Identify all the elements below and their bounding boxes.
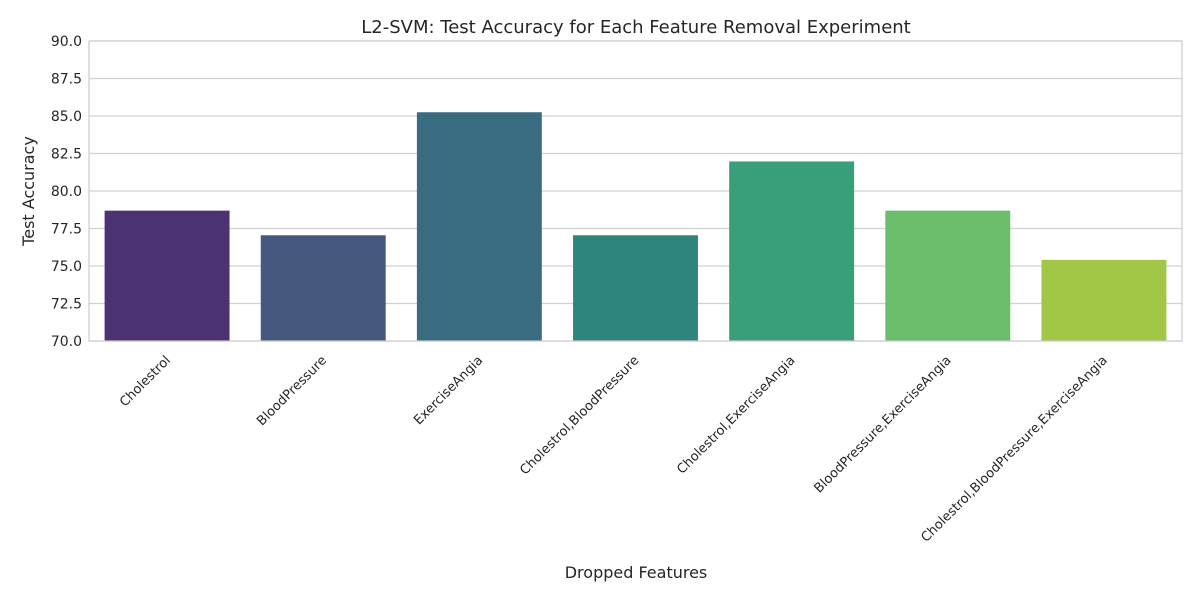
bars [104, 112, 1167, 341]
bar [1041, 259, 1167, 341]
bar [416, 112, 542, 341]
x-tick-label: Cholestrol,ExerciseAngia [674, 353, 798, 477]
y-tick-label: 70.0 [51, 334, 82, 350]
y-tick-label: 77.5 [51, 222, 82, 238]
y-tick-label: 75.0 [51, 259, 82, 275]
plot-frame [88, 40, 1183, 342]
x-tick-labels: Cholestrol BloodPressure ExerciseAngia Chol… [117, 353, 1111, 545]
x-axis-label: Dropped Features [565, 563, 708, 582]
x-tick-label: ExerciseAngia [411, 353, 486, 428]
y-tick-label: 72.5 [51, 297, 82, 313]
y-tick-label: 82.5 [51, 147, 82, 163]
y-tick-label: 85.0 [51, 109, 82, 125]
bar [260, 235, 386, 341]
x-tick-label: Cholestrol,BloodPressure [517, 353, 642, 478]
x-tick-label: Cholestrol,BloodPressure,ExerciseAngia [918, 353, 1110, 545]
x-tick-label: BloodPressure [254, 353, 330, 429]
x-tick-label: BloodPressure,ExerciseAngia [812, 353, 955, 496]
bar [885, 210, 1011, 341]
bar [729, 161, 855, 341]
y-axis-label: Test Accuracy [19, 136, 38, 247]
y-tick-label: 87.5 [51, 72, 82, 88]
chart-title: L2-SVM: Test Accuracy for Each Feature R… [361, 17, 910, 38]
bar [104, 210, 230, 341]
bar [573, 235, 698, 341]
y-tick-label: 80.0 [51, 184, 82, 200]
y-tick-labels: 70.0 72.5 75.0 77.5 80.0 82.5 85.0 87.5 90.0 [51, 34, 82, 350]
x-tick-label: Cholestrol [117, 353, 174, 410]
y-tick-label: 90.0 [51, 34, 82, 50]
